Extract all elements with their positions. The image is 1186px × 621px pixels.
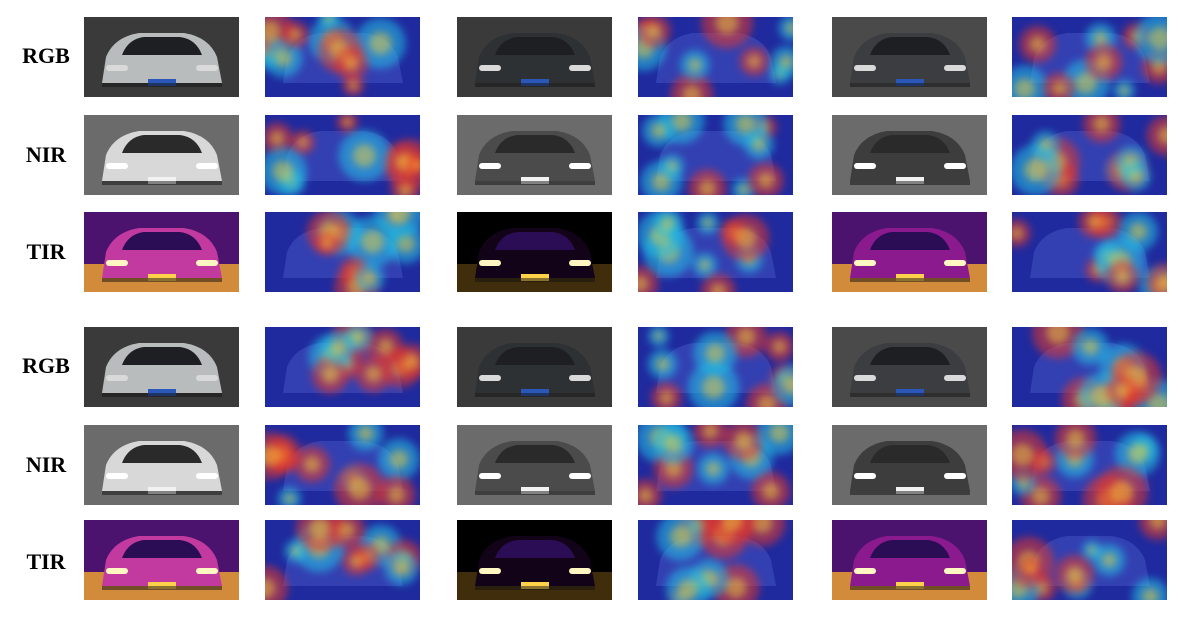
vehicle-3-rgb-heatmap	[1012, 327, 1167, 407]
vehicle-2-rgb-image	[457, 17, 612, 97]
vehicle-1-nir-heatmap	[265, 425, 420, 505]
vehicle-3-tir-heatmap	[1012, 520, 1167, 600]
vehicle-2-rgb-heatmap	[638, 327, 793, 407]
row-label-rgb: RGB	[22, 43, 70, 68]
vehicle-1-nir-image	[84, 115, 239, 195]
vehicle-3-nir-heatmap	[1012, 115, 1167, 195]
vehicle-1-tir-image	[84, 212, 239, 292]
vehicle-2-tir-heatmap	[638, 520, 793, 600]
vehicle-2-nir-heatmap	[638, 115, 793, 195]
vehicle-1-tir-image	[84, 520, 239, 600]
vehicle-1-nir-heatmap	[265, 115, 420, 195]
vehicle-3-tir-heatmap	[1012, 212, 1167, 292]
vehicle-3-rgb-image	[832, 327, 987, 407]
vehicle-1-rgb-image	[84, 327, 239, 407]
row-label-tir: TIR	[26, 549, 66, 574]
vehicle-2-rgb-image	[457, 327, 612, 407]
vehicle-1-nir-image	[84, 425, 239, 505]
vehicle-3-tir-image	[832, 212, 987, 292]
vehicle-3-tir-image	[832, 520, 987, 600]
vehicle-1-tir-heatmap	[265, 520, 420, 600]
vehicle-3-nir-heatmap	[1012, 425, 1167, 505]
vehicle-2-tir-image	[457, 212, 612, 292]
vehicle-1-rgb-image	[84, 17, 239, 97]
vehicle-2-tir-image	[457, 520, 612, 600]
vehicle-2-tir-heatmap	[638, 212, 793, 292]
vehicle-3-nir-image	[832, 115, 987, 195]
row-label-nir: NIR	[25, 452, 67, 477]
vehicle-3-rgb-heatmap	[1012, 17, 1167, 97]
vehicle-2-rgb-heatmap	[638, 17, 793, 97]
vehicle-2-nir-image	[457, 115, 612, 195]
vehicle-2-nir-image	[457, 425, 612, 505]
vehicle-1-tir-heatmap	[265, 212, 420, 292]
row-label-rgb: RGB	[22, 353, 70, 378]
row-label-tir: TIR	[26, 239, 66, 264]
vehicle-1-rgb-heatmap	[265, 17, 420, 97]
vehicle-3-nir-image	[832, 425, 987, 505]
vehicle-3-rgb-image	[832, 17, 987, 97]
row-label-nir: NIR	[25, 142, 67, 167]
vehicle-1-rgb-heatmap	[265, 327, 420, 407]
vehicle-2-nir-heatmap	[638, 425, 793, 505]
